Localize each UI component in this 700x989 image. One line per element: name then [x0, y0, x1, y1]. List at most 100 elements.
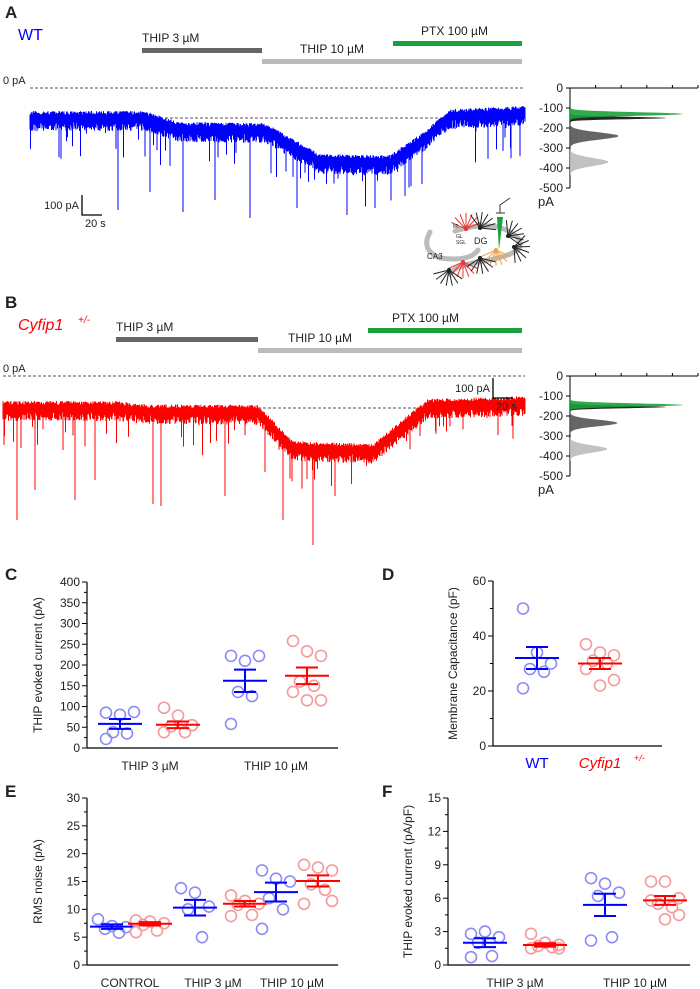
y-tick-label: 12: [428, 824, 442, 838]
recording-pipette: [497, 217, 503, 250]
dendrite: [433, 269, 450, 275]
dendrite: [451, 222, 467, 230]
data-point: [591, 889, 605, 903]
dendrite: [513, 235, 526, 248]
y-tick-label: 15: [428, 791, 442, 805]
y-tick-label: 300: [60, 617, 80, 631]
data-point: [524, 941, 538, 955]
x-category-label: THIP 10 µM: [603, 976, 667, 989]
data-point: [665, 900, 679, 914]
neuron-soma: [447, 268, 451, 272]
dendrite: [445, 269, 450, 286]
data-point: [307, 679, 321, 693]
series-wt-0: [98, 705, 142, 746]
data-point: [304, 877, 318, 891]
data-point: [300, 693, 314, 707]
series-wt-2: [583, 871, 627, 947]
data-point: [178, 725, 192, 739]
drug-label-0: THIP 3 µM: [142, 31, 199, 45]
data-point: [464, 950, 478, 964]
dendrite: [479, 213, 489, 229]
y-tick-label: 200: [60, 658, 80, 672]
dendrite: [465, 217, 478, 230]
data-point: [552, 941, 566, 955]
y-tick-label: 15: [67, 875, 81, 889]
data-point: [286, 685, 300, 699]
x-category-label: THIP 10 µM: [244, 759, 308, 773]
data-point: [311, 861, 325, 874]
data-point: [537, 665, 551, 679]
series-wt-0: [90, 913, 134, 940]
data-point: [238, 654, 252, 668]
data-point: [157, 725, 171, 739]
electrode-icon: [496, 197, 511, 214]
sem-error-bar: [234, 899, 256, 908]
dendrite: [507, 233, 524, 237]
data-point: [598, 877, 612, 891]
panel-label-c: C: [5, 565, 17, 584]
data-point: [593, 679, 607, 692]
series-wt-2: [223, 649, 267, 731]
x-category-label: THIP 10 µM: [260, 976, 324, 989]
current-trace: [29, 106, 526, 218]
data-point: [245, 689, 259, 703]
data-point: [297, 897, 311, 911]
hist-y-tick-label: -100: [539, 389, 563, 403]
data-point: [612, 886, 626, 899]
hist-peak-ptx-100-m: [570, 107, 683, 121]
drug-label-0: THIP 3 µM: [116, 320, 173, 334]
drug-bar-0: [142, 48, 262, 53]
data-point: [314, 693, 328, 707]
hist-y-tick-label: -100: [539, 101, 563, 115]
data-point: [276, 903, 290, 916]
hist-peak-thip-10-m: [570, 436, 608, 462]
y-tick-label: 5: [73, 930, 80, 944]
y-axis-label: THIP evoked current (pA/pF): [401, 805, 415, 958]
dendrite: [513, 246, 516, 263]
dendrite: [470, 214, 481, 229]
data-point: [174, 881, 188, 895]
data-point: [157, 701, 171, 715]
neuron-soma: [494, 248, 498, 252]
dendrite: [479, 217, 493, 229]
sem-error-bar: [184, 898, 206, 917]
data-point: [297, 858, 311, 872]
drug-label-2: PTX 100 µM: [421, 24, 488, 38]
drug-bar-2: [368, 328, 522, 333]
y-tick-label: 20: [473, 684, 487, 698]
data-point: [255, 864, 269, 877]
data-point: [672, 891, 686, 905]
data-point: [127, 705, 141, 719]
y-tick-label: 25: [67, 819, 81, 833]
series-wt-4: [254, 864, 298, 936]
dendrite: [476, 257, 481, 274]
dendrite: [507, 227, 523, 237]
neuron-soma: [512, 245, 516, 249]
dendrite: [462, 261, 475, 274]
neuron-soma: [478, 256, 482, 260]
neuron-soma: [464, 227, 468, 231]
dendrite: [495, 249, 511, 257]
data-point: [150, 924, 164, 937]
data-point: [106, 725, 120, 739]
data-point: [464, 927, 478, 941]
dendrite: [489, 249, 497, 266]
series-wt-0: [463, 925, 507, 964]
data-point: [672, 908, 686, 922]
series-cyfip1-5: [296, 858, 340, 911]
sem-error-bar: [534, 942, 556, 948]
hist-peak-thip-10-m: [570, 148, 609, 176]
data-point: [224, 909, 238, 923]
sem-error-bar: [265, 881, 287, 903]
y-tick-label: 0: [434, 958, 441, 972]
data-point: [252, 649, 266, 663]
dendrite: [479, 257, 484, 274]
inset-label-dg: DG: [474, 236, 488, 246]
data-point: [245, 908, 259, 922]
hist-y-tick-label: -300: [539, 429, 563, 443]
dendrite: [448, 269, 463, 280]
dendrite: [479, 212, 483, 229]
hist-y-tick-label: 0: [556, 81, 563, 95]
trace-title: WT: [18, 27, 43, 44]
